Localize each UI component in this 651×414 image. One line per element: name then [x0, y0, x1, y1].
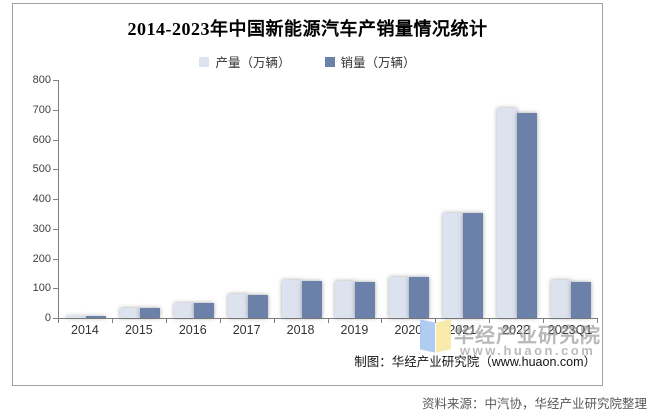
x-axis-label-2021: 2021 [448, 323, 477, 337]
bar-sales-2018 [301, 280, 322, 318]
legend-label-sales: 销量（万辆） [340, 56, 416, 70]
x-axis-tick [489, 319, 491, 323]
logo-right-page [436, 319, 451, 353]
watermark-url-text: www.huaon.com [460, 343, 596, 358]
x-axis-tick [58, 319, 59, 323]
y-axis-tick [53, 258, 58, 260]
x-axis-tick [543, 319, 545, 323]
legend: 产量（万辆） 销量（万辆） [13, 52, 602, 71]
y-axis-label: 300 [32, 222, 51, 235]
x-axis-label-2022: 2022 [502, 323, 531, 337]
x-axis-tick [165, 319, 167, 323]
bar-sales-2014 [85, 315, 106, 318]
bar-production-2015 [119, 307, 140, 318]
bar-sales-2015 [139, 308, 160, 318]
bar-production-2019 [335, 281, 356, 318]
bar-sales-2019 [355, 282, 376, 318]
bar-sales-2023Q1 [571, 281, 592, 318]
y-axis-tick [53, 318, 58, 319]
x-axis-label-2019: 2019 [340, 323, 369, 337]
x-axis-label-2023Q1: 2023Q1 [547, 323, 593, 337]
bar-sales-2016 [193, 302, 214, 318]
x-axis-label-2015: 2015 [124, 323, 153, 337]
legend-item-production: 产量（万辆） [199, 52, 291, 71]
bar-production-2016 [173, 302, 194, 318]
y-axis-label: 700 [32, 103, 51, 116]
bar-production-2014 [65, 315, 86, 318]
x-axis-tick [111, 319, 113, 323]
x-axis-tick [219, 319, 221, 323]
x-axis-label-2018: 2018 [286, 323, 315, 337]
y-axis-tick [53, 139, 58, 141]
y-axis-label: 200 [32, 252, 51, 265]
y-axis-tick [53, 169, 58, 171]
x-axis-label-2017: 2017 [232, 323, 261, 337]
x-axis-label-2014: 2014 [71, 323, 99, 337]
bar-sales-2020 [409, 277, 430, 318]
huaon-logo-icon [419, 317, 453, 355]
legend-item-sales: 销量（万辆） [324, 52, 416, 71]
x-axis-tick [273, 319, 275, 323]
bar-production-2018 [281, 280, 302, 318]
credit-line: 制图：华经产业研究院（www.huaon.com） [354, 355, 596, 369]
y-axis-tick [53, 288, 58, 290]
y-axis-label: 100 [32, 282, 51, 295]
legend-label-production: 产量（万辆） [215, 56, 291, 70]
bar-sales-2017 [247, 294, 268, 318]
bar-production-2023Q1 [551, 279, 572, 318]
logo-left-page [420, 319, 435, 353]
watermark-org-text: 华经产业研究院 [454, 325, 601, 347]
bar-sales-2022 [517, 113, 538, 318]
bar-sales-2021 [463, 213, 484, 318]
x-axis-label-2016: 2016 [178, 323, 207, 337]
bar-production-2020 [389, 277, 410, 318]
chart-title: 2014-2023年中国新能源汽车产销量情况统计 [127, 19, 488, 39]
y-axis-tick [53, 80, 58, 81]
y-axis-label: 600 [32, 133, 51, 146]
x-axis-label-2020: 2020 [394, 323, 423, 337]
plot-area [58, 80, 598, 319]
y-axis-label: 500 [32, 163, 51, 176]
chart-frame: 2014-2023年中国新能源汽车产销量情况统计 产量（万辆） 销量（万辆） 0… [12, 3, 603, 386]
x-axis-tick [435, 319, 437, 323]
legend-swatch-production [199, 56, 210, 67]
bar-production-2022 [497, 108, 518, 318]
y-axis-tick [53, 199, 58, 200]
y-axis-label: 800 [32, 74, 51, 86]
legend-swatch-sales [324, 56, 335, 67]
x-axis-tick [597, 319, 598, 323]
bar-production-2017 [227, 294, 248, 318]
y-axis-tick [53, 228, 58, 230]
source-line: 资料来源：中汽协，华经产业研究院整理 [421, 397, 647, 411]
bar-production-2021 [443, 212, 464, 318]
y-axis-label: 400 [32, 193, 51, 205]
x-axis-tick [381, 319, 383, 323]
y-axis-label: 0 [44, 312, 51, 324]
x-axis-tick [327, 319, 329, 323]
y-axis-tick [53, 109, 58, 111]
